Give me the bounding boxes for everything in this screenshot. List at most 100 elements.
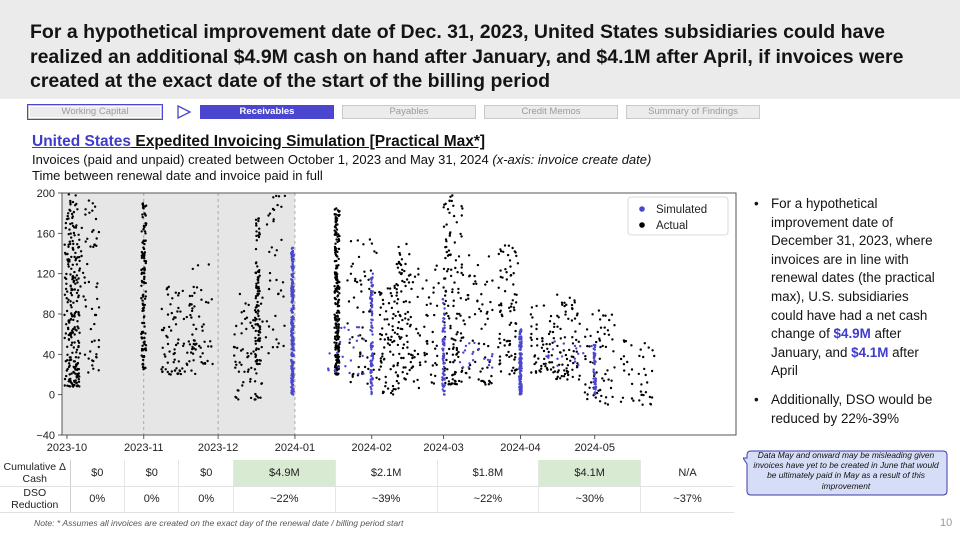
actual-point <box>604 372 607 376</box>
simulated-point <box>370 305 374 308</box>
actual-point <box>194 343 197 346</box>
actual-point <box>586 393 589 396</box>
actual-point <box>95 353 98 356</box>
simulated-point <box>370 314 374 317</box>
actual-point <box>406 346 409 349</box>
actual-point <box>451 378 454 381</box>
actual-point <box>177 294 180 297</box>
actual-point <box>143 230 147 233</box>
actual-point <box>338 311 341 314</box>
actual-point <box>77 372 81 375</box>
country-link[interactable]: United States <box>32 133 132 150</box>
actual-point <box>510 354 513 357</box>
simulated-point <box>592 362 596 365</box>
actual-point <box>196 264 200 267</box>
actual-point <box>591 313 594 316</box>
tab-summary-of-findings[interactable]: Summary of Findings <box>626 105 760 119</box>
tab-receivables[interactable]: Receivables <box>200 105 334 119</box>
actual-point <box>69 291 73 295</box>
actual-point <box>407 318 410 321</box>
actual-point <box>144 232 147 235</box>
actual-point <box>474 360 477 364</box>
actual-point <box>69 300 72 303</box>
actual-point <box>381 327 384 330</box>
actual-point <box>468 376 471 379</box>
actual-point <box>337 238 340 241</box>
actual-point <box>275 278 278 282</box>
actual-point <box>607 333 611 336</box>
simulated-point <box>369 301 372 305</box>
simulated-point <box>290 250 294 253</box>
chart-description-line2: Time between renewal date and invoice pa… <box>32 168 323 183</box>
actual-point <box>87 371 90 374</box>
tab-working-capital[interactable]: Working Capital <box>27 104 163 120</box>
actual-point <box>598 337 601 340</box>
actual-point <box>73 326 76 329</box>
actual-point <box>252 319 255 322</box>
actual-point <box>265 223 269 226</box>
actual-point <box>407 274 411 277</box>
actual-point <box>86 262 89 266</box>
actual-point <box>67 245 70 248</box>
actual-point <box>255 239 258 242</box>
actual-point <box>386 336 390 339</box>
simulated-point <box>467 366 470 369</box>
actual-point <box>380 333 384 337</box>
actual-point <box>192 359 195 362</box>
actual-point <box>351 375 354 378</box>
actual-point <box>572 355 575 359</box>
simulated-point <box>369 308 372 311</box>
actual-point <box>346 279 349 282</box>
actual-point <box>258 330 261 334</box>
actual-point <box>383 338 386 341</box>
actual-point <box>143 257 146 260</box>
actual-point <box>275 338 278 341</box>
simulated-point <box>371 384 374 387</box>
actual-point <box>143 281 146 285</box>
actual-point <box>569 359 572 362</box>
actual-point <box>69 304 73 307</box>
actual-point <box>602 379 606 382</box>
simulated-point <box>338 340 342 344</box>
actual-point <box>66 353 69 356</box>
actual-point <box>619 357 623 361</box>
actual-point <box>192 285 195 289</box>
actual-point <box>247 355 250 358</box>
actual-point <box>508 323 511 326</box>
actual-point <box>379 357 382 360</box>
actual-point <box>387 323 390 326</box>
actual-point <box>516 262 520 265</box>
actual-point <box>254 342 257 345</box>
tab-payables[interactable]: Payables <box>342 105 476 119</box>
actual-point <box>336 337 339 341</box>
simulated-point <box>518 348 521 351</box>
simulated-point <box>483 357 486 360</box>
simulated-point <box>371 357 375 360</box>
actual-point <box>67 263 70 266</box>
actual-point <box>161 366 164 369</box>
actual-point <box>77 378 81 381</box>
table-cell: $0 <box>70 460 125 487</box>
actual-point <box>499 362 502 365</box>
actual-point <box>384 375 387 379</box>
actual-point <box>425 340 428 343</box>
tab-credit-memos[interactable]: Credit Memos <box>484 105 618 119</box>
actual-point <box>386 387 390 390</box>
actual-point <box>405 334 408 337</box>
actual-point <box>207 345 210 348</box>
simulated-point <box>370 390 373 393</box>
actual-point <box>409 323 412 327</box>
actual-point <box>249 380 252 383</box>
actual-point <box>480 293 483 296</box>
actual-point <box>210 345 213 348</box>
actual-point <box>375 251 378 255</box>
actual-point <box>141 363 144 366</box>
actual-point <box>84 208 87 211</box>
actual-point <box>174 323 178 326</box>
simulated-point <box>519 330 522 333</box>
actual-point <box>425 279 428 282</box>
actual-point <box>271 328 275 331</box>
actual-point <box>503 338 506 342</box>
actual-point <box>254 247 258 251</box>
simulated-point <box>593 380 596 383</box>
